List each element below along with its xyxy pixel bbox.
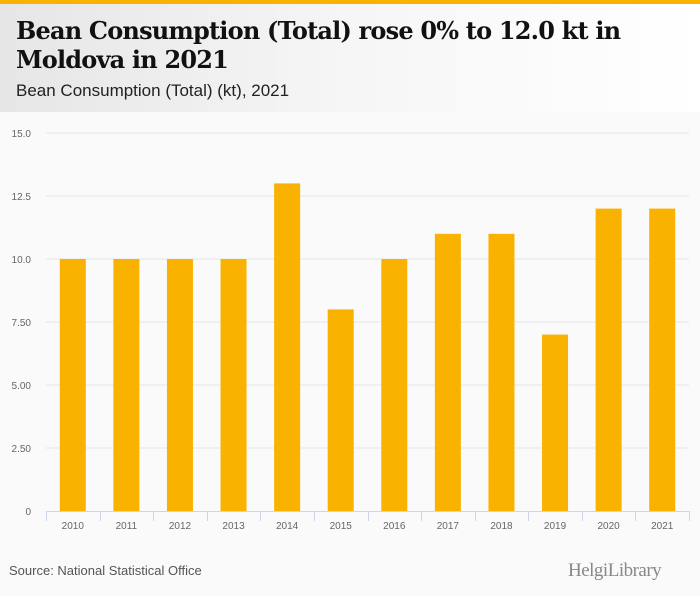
bar-2017 (434, 233, 461, 512)
chart-header: Bean Consumption (Total) rose 0% to 12.0… (0, 4, 700, 112)
y-tick-label: 2.50 (12, 444, 32, 455)
accent-bar (0, 0, 700, 4)
bar-2015 (327, 309, 354, 511)
bar-2020 (595, 208, 622, 511)
x-tick-label: 2011 (116, 521, 138, 532)
bar-2019 (542, 334, 569, 511)
x-tick-label: 2017 (437, 521, 460, 532)
x-tick-label: 2013 (222, 521, 245, 532)
y-tick-label: 7.50 (12, 318, 32, 329)
y-tick-label: 10.0 (12, 255, 32, 266)
x-tick-label: 2018 (490, 521, 513, 532)
x-tick-label: 2015 (330, 521, 353, 532)
y-tick-label: 15.0 (12, 129, 32, 140)
x-tick-label: 2019 (544, 521, 567, 532)
bar-2014 (274, 183, 301, 511)
x-tick-label: 2012 (169, 521, 192, 532)
source-note: Source: National Statistical Office (9, 563, 202, 578)
x-tick-label: 2010 (62, 521, 85, 532)
y-tick-label: 5.00 (12, 381, 32, 392)
y-tick-label: 12.5 (12, 192, 32, 203)
page-title: Bean Consumption (Total) rose 0% to 12.0… (16, 16, 621, 74)
bar-2010 (59, 259, 86, 511)
y-tick-label: 0 (25, 507, 31, 518)
bar-2021 (649, 208, 676, 511)
x-tick-label: 2021 (651, 521, 674, 532)
bar-2016 (381, 259, 408, 511)
bar-2018 (488, 233, 515, 512)
x-tick-label: 2016 (383, 521, 406, 532)
bar-2011 (113, 259, 140, 511)
x-tick-label: 2020 (598, 521, 621, 532)
helgi-library-logo[interactable]: HelgiLibrary (568, 560, 662, 581)
x-tick-label: 2014 (276, 521, 299, 532)
bar-2012 (166, 259, 193, 511)
bar-2013 (220, 259, 247, 511)
chart-subtitle: Bean Consumption (Total) (kt), 2021 (16, 81, 290, 100)
